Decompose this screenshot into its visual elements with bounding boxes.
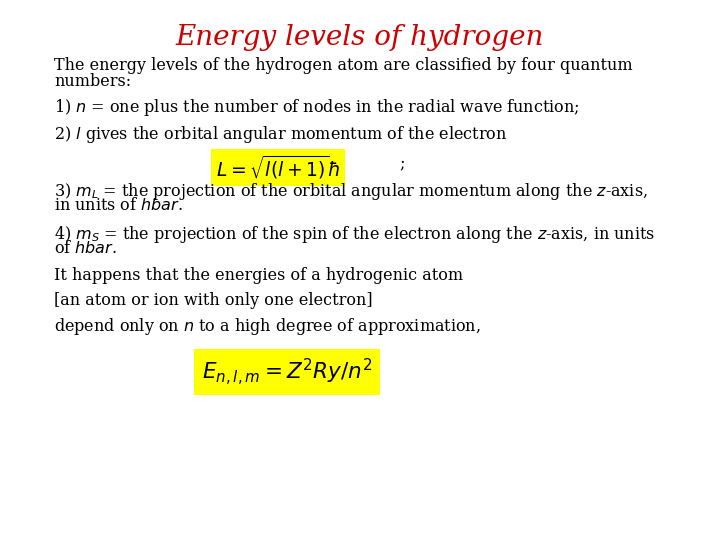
Text: 1) $n$ = one plus the number of nodes in the radial wave function;: 1) $n$ = one plus the number of nodes in… [54, 97, 580, 118]
Text: numbers:: numbers: [54, 73, 131, 90]
Text: 4) $m_S$ = the projection of the spin of the electron along the $z$-axis, in uni: 4) $m_S$ = the projection of the spin of… [54, 224, 655, 245]
Text: depend only on $n$ to a high degree of approximation,: depend only on $n$ to a high degree of a… [54, 316, 481, 337]
Text: [an atom or ion with only one electron]: [an atom or ion with only one electron] [54, 292, 373, 308]
Text: in units of $\mathit{hbar}$.: in units of $\mathit{hbar}$. [54, 197, 183, 214]
Text: of $\mathit{hbar}$.: of $\mathit{hbar}$. [54, 240, 117, 257]
Text: $L = \sqrt{l(l+1)}\hbar$: $L = \sqrt{l(l+1)}\hbar$ [216, 154, 340, 181]
Text: The energy levels of the hydrogen atom are classified by four quantum: The energy levels of the hydrogen atom a… [54, 57, 633, 73]
Text: Energy levels of hydrogen: Energy levels of hydrogen [176, 24, 544, 51]
Text: $E_{n,l,m} = Z^2 Ry / n^2$: $E_{n,l,m} = Z^2 Ry / n^2$ [202, 356, 372, 388]
Text: ;: ; [400, 154, 405, 171]
Text: 3) $m_L$ = the projection of the orbital angular momentum along the $z$-axis,: 3) $m_L$ = the projection of the orbital… [54, 181, 648, 202]
Text: 2) $l$ gives the orbital angular momentum of the electron: 2) $l$ gives the orbital angular momentu… [54, 124, 508, 145]
Text: It happens that the energies of a hydrogenic atom: It happens that the energies of a hydrog… [54, 267, 463, 284]
